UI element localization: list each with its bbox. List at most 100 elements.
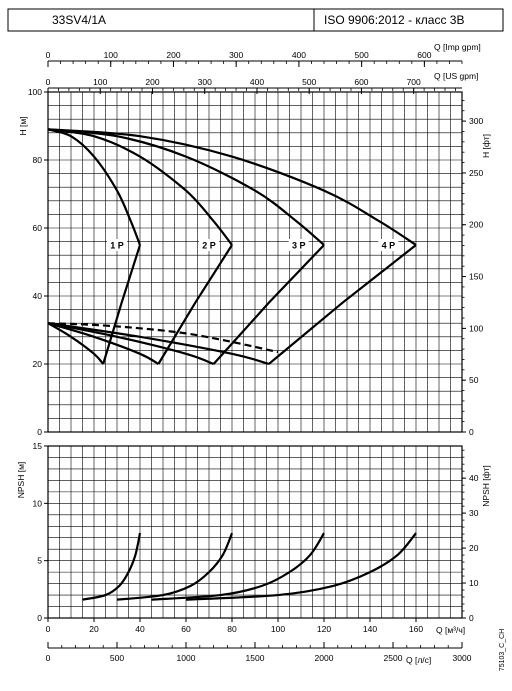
lower-curve-4 — [47, 322, 270, 366]
npsh-curve-1 — [82, 532, 142, 601]
y-tick-label: 60 — [33, 223, 43, 233]
npsh-curve-3 — [151, 532, 325, 601]
top-axis-2-label: Q [US gpm] — [434, 71, 478, 81]
top-axis-1-tick-label: 400 — [292, 50, 306, 60]
npsh-curve-4 — [185, 532, 417, 601]
head-plot-ticks: 0 20 40 60 80 100 0 50 100 150 200 250 300 — [28, 87, 484, 437]
top-axis-2-tick-label: 600 — [354, 77, 368, 87]
npsh-plot-ticks: 0 5 10 15 0 10 20 30 40 — [33, 441, 479, 623]
bottom-axis-2-label: Q [л/с] — [406, 655, 431, 665]
y-tick-label: 10 — [33, 498, 43, 508]
y-right-tick-label: 150 — [469, 272, 483, 282]
top-axis-1-tick-label: 300 — [229, 50, 243, 60]
y-right-tick-label: 40 — [469, 473, 479, 483]
curve-label-bg — [107, 239, 127, 251]
bottom-axis-2-tick-label: 3000 — [453, 653, 472, 663]
rising-curve-2 — [157, 244, 233, 365]
y-right-tick-label: 100 — [469, 323, 483, 333]
rising-curve-1 — [102, 244, 142, 365]
curve-label-bg — [378, 239, 399, 251]
top-axis-2-tick-label: 400 — [250, 77, 264, 87]
x-tick-label: 120 — [317, 624, 331, 634]
top-axis-2-tick-label: 0 — [46, 77, 51, 87]
npsh-plot-curves — [82, 532, 417, 601]
y-right-tick-label: 200 — [469, 220, 483, 230]
npsh-right-axis-label: NPSH [фт] — [481, 465, 491, 506]
head-plot-frame — [47, 91, 463, 433]
y-right-tick-label: 0 — [469, 427, 474, 437]
top-axis-1-tick-label: 0 — [46, 50, 51, 60]
header-standard-box — [313, 8, 504, 32]
head-plot-grid — [48, 92, 462, 432]
head-curve-4 — [47, 128, 417, 246]
y-tick-label: 0 — [37, 427, 42, 437]
h-right-axis-label: H [фт] — [481, 134, 491, 158]
head-plot: 1 P 2 P 3 P 4 P 0 20 40 60 80 100 0 50 100 150 200 250… — [28, 87, 484, 437]
top-axis-1-label: Q [Imp gpm] — [434, 42, 481, 52]
bottom-axis-2-tick-label: 1000 — [177, 653, 196, 663]
top-axis-1-tick-label: 200 — [166, 50, 180, 60]
curve-label: 1 P — [110, 241, 124, 251]
bottom-axis-2-tick-label: 1500 — [246, 653, 265, 663]
y-tick-label: 80 — [33, 155, 43, 165]
y-right-tick-label: 300 — [469, 116, 483, 126]
curve-label-bg — [199, 239, 219, 251]
side-code: 75103_C_CH — [499, 629, 506, 671]
x-tick-label: 80 — [227, 624, 237, 634]
head-plot-curves: 1 P 2 P 3 P 4 P — [47, 128, 417, 366]
header-standard: ISO 9906:2012 - класс 3B — [324, 13, 464, 27]
curve-label: 4 P — [382, 241, 396, 251]
x-tick-label: 0 — [46, 624, 51, 634]
y-right-tick-label: 0 — [469, 613, 474, 623]
y-tick-label: 0 — [37, 613, 42, 623]
y-right-tick-label: 20 — [469, 543, 479, 553]
bottom-axis-2-tick-label: 2000 — [315, 653, 334, 663]
y-tick-label: 20 — [33, 359, 43, 369]
top-axis-2-tick-label: 300 — [198, 77, 212, 87]
top-axis-1-tick-label: 100 — [104, 50, 118, 60]
head-curve-3 — [47, 128, 325, 246]
lower-curve-2 — [47, 322, 159, 365]
top-axis-2-tick-label: 700 — [407, 77, 421, 87]
header-model: 33SV4/1A — [52, 13, 106, 27]
rising-curve-3 — [212, 244, 325, 365]
top-axis-1-tick-label: 600 — [417, 50, 431, 60]
y-right-tick-label: 30 — [469, 508, 479, 518]
npsh-curve-2 — [116, 532, 234, 601]
bottom-axis-1-label: Q [м³/ч] — [436, 625, 465, 635]
rising-curve-4 — [268, 244, 417, 365]
npsh-left-axis-label: NPSH [м] — [16, 462, 26, 499]
head-curve-2 — [47, 128, 233, 246]
curve-label: 3 P — [292, 241, 306, 251]
bottom-axis-2-tick-label: 500 — [110, 653, 124, 663]
lower-curve-1 — [47, 322, 105, 365]
y-right-tick-label: 50 — [469, 375, 479, 385]
npsh-plot-frame — [47, 445, 463, 619]
npsh-plot: 0 5 10 15 0 10 20 30 40 — [33, 441, 479, 623]
x-tick-label: 40 — [135, 624, 145, 634]
x-tick-label: 140 — [363, 624, 377, 634]
lower-curve-3 — [47, 322, 214, 366]
y-tick-label: 5 — [37, 556, 42, 566]
dashed-curve — [47, 322, 279, 354]
curve-label: 2 P — [202, 241, 216, 251]
y-tick-label: 40 — [33, 291, 43, 301]
y-right-tick-label: 250 — [469, 168, 483, 178]
curve-label-bg — [288, 239, 309, 251]
x-tick-label: 100 — [271, 624, 285, 634]
top-axis-1-tick-label: 500 — [355, 50, 369, 60]
x-tick-label: 20 — [89, 624, 99, 634]
y-tick-label: 15 — [33, 441, 43, 451]
x-tick-label: 60 — [181, 624, 191, 634]
h-left-axis-label: H [м] — [18, 116, 28, 135]
bottom-axis-2-tick-label: 0 — [46, 653, 51, 663]
x-tick-label: 160 — [409, 624, 423, 634]
head-curve-1 — [47, 128, 142, 246]
bottom-axis-2-tick-label: 2500 — [384, 653, 403, 663]
top-axis-2-tick-label: 200 — [145, 77, 159, 87]
y-tick-label: 100 — [28, 87, 42, 97]
top-axis-2-tick-label: 100 — [93, 77, 107, 87]
top-axis-2-tick-label: 500 — [302, 77, 316, 87]
